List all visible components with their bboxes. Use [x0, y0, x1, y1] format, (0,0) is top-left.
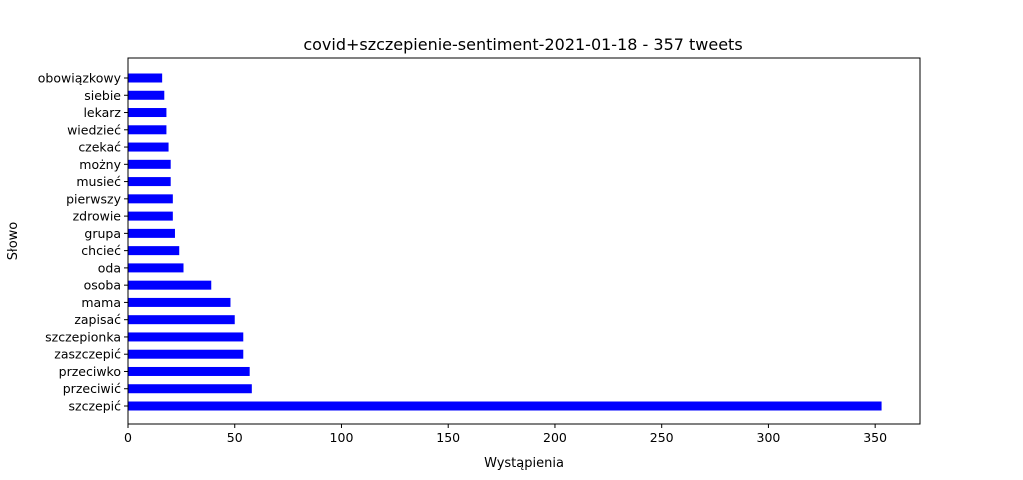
bar-17 [128, 108, 167, 118]
x-tick-label: 150 [436, 430, 460, 445]
bar-5 [128, 315, 235, 325]
y-tick-label: przeciwić [63, 381, 121, 396]
bar-16 [128, 125, 167, 135]
bar-14 [128, 159, 171, 169]
y-tick-label: siebie [84, 88, 121, 103]
plot-frame [127, 57, 921, 425]
y-tick-label: czekać [78, 140, 121, 155]
y-tick-label: wiedzieć [67, 122, 121, 137]
bar-19 [128, 73, 163, 83]
y-tick-label: zapisać [74, 312, 121, 327]
x-tick-label: 0 [124, 430, 132, 445]
y-tick-label: szczepionka [45, 329, 121, 344]
y-ticks-group: szczepić przeciwić przeciwko zaszczepić szcz… [38, 71, 128, 414]
x-ticks-group: 0 50 100 150 200 250 300 350 [124, 424, 887, 445]
bar-7 [128, 280, 212, 290]
bar-13 [128, 177, 171, 187]
bar-6 [128, 297, 231, 307]
x-tick-label: 300 [757, 430, 781, 445]
y-tick-label: szczepić [69, 399, 122, 414]
y-axis-label: Słowo [6, 222, 21, 261]
bar-11 [128, 211, 173, 221]
y-tick-label: zdrowie [73, 209, 122, 224]
y-tick-label: pierwszy [66, 191, 122, 206]
x-tick-label: 100 [330, 430, 354, 445]
y-tick-label: mama [81, 295, 121, 310]
bar-2 [128, 366, 250, 376]
y-tick-label: możny [79, 157, 121, 172]
y-tick-label: lekarz [83, 105, 121, 120]
bar-15 [128, 142, 169, 152]
bar-8 [128, 263, 184, 273]
bars-group [128, 73, 882, 411]
bar-4 [128, 332, 244, 342]
bar-0 [128, 401, 882, 411]
bar-1 [128, 384, 252, 394]
y-tick-label: musieć [76, 174, 121, 189]
y-tick-label: grupa [84, 226, 121, 241]
bar-18 [128, 90, 165, 100]
y-tick-label: osoba [84, 278, 121, 293]
x-axis-label: Wystąpienia [484, 456, 564, 471]
bar-3 [128, 349, 244, 359]
x-tick-label: 350 [863, 430, 887, 445]
x-tick-label: 50 [227, 430, 243, 445]
bar-10 [128, 228, 175, 238]
bar-9 [128, 246, 180, 256]
y-tick-label: obowiązkowy [38, 71, 122, 86]
y-tick-label: przeciwko [59, 364, 121, 379]
y-tick-label: zaszczepić [54, 347, 121, 362]
x-tick-label: 250 [650, 430, 674, 445]
x-tick-label: 200 [543, 430, 567, 445]
y-tick-label: oda [98, 260, 121, 275]
chart-title: covid+szczepienie-sentiment-2021-01-18 -… [303, 35, 742, 54]
bar-12 [128, 194, 173, 204]
y-tick-label: chcieć [81, 243, 121, 258]
